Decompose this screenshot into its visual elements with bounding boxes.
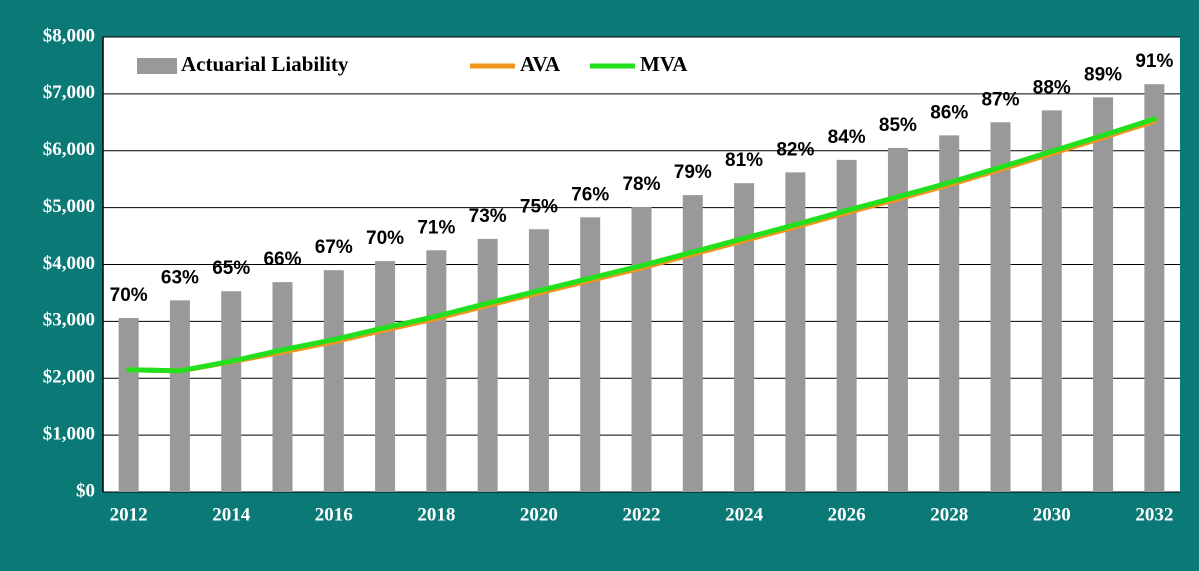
- data-label: 87%: [981, 89, 1019, 110]
- bar: [375, 261, 396, 492]
- y-tick-label: $6,000: [43, 139, 95, 160]
- x-tick-label: 2014: [212, 504, 251, 525]
- data-label: 73%: [469, 206, 507, 227]
- bar: [272, 282, 293, 492]
- legend-label: Actuarial Liability: [181, 52, 349, 76]
- data-label: 76%: [571, 184, 609, 205]
- data-label: 63%: [161, 267, 199, 288]
- y-tick-label: $8,000: [43, 25, 95, 46]
- x-tick-label: 2028: [930, 504, 968, 525]
- y-tick-label: $5,000: [43, 196, 95, 217]
- bar: [118, 317, 139, 492]
- bar: [1041, 110, 1062, 493]
- data-label: 79%: [674, 162, 712, 183]
- x-tick-label: 2016: [315, 504, 353, 525]
- x-tick-label: 2020: [520, 504, 558, 525]
- bar: [580, 217, 601, 492]
- data-label: 78%: [622, 174, 660, 195]
- bar: [836, 159, 857, 492]
- bar: [631, 207, 652, 492]
- data-label: 70%: [110, 285, 148, 306]
- data-label: 75%: [520, 196, 558, 217]
- y-tick-label: $3,000: [43, 310, 95, 331]
- data-label: 65%: [212, 258, 250, 279]
- data-label: 82%: [776, 139, 814, 160]
- bar: [785, 172, 806, 493]
- data-label: 67%: [315, 237, 353, 258]
- data-label: 70%: [366, 228, 404, 249]
- bar: [990, 122, 1011, 492]
- data-label: 66%: [263, 249, 301, 270]
- x-tick-label: 2024: [725, 504, 764, 525]
- data-label: 81%: [725, 150, 763, 171]
- bar: [426, 250, 447, 492]
- data-label: 85%: [879, 115, 917, 136]
- x-tick-label: 2022: [623, 504, 661, 525]
- y-tick-label: $1,000: [43, 423, 95, 444]
- y-tick-label: $0: [76, 480, 95, 501]
- bar: [323, 270, 344, 492]
- bar: [1093, 97, 1114, 492]
- data-label: 86%: [930, 102, 968, 123]
- bar: [682, 195, 703, 493]
- bar: [734, 183, 755, 492]
- y-tick-label: $4,000: [43, 253, 95, 274]
- x-tick-label: 2032: [1135, 504, 1173, 525]
- y-tick-label: $2,000: [43, 367, 95, 388]
- legend-label: AVA: [520, 52, 561, 76]
- legend-label: MVA: [640, 52, 688, 76]
- bar: [887, 147, 908, 492]
- data-label: 84%: [828, 127, 866, 148]
- bar: [528, 229, 549, 493]
- bar: [939, 135, 960, 493]
- data-label: 88%: [1033, 77, 1071, 98]
- y-tick-label: $7,000: [43, 82, 95, 103]
- bar: [221, 291, 242, 492]
- data-label: 71%: [417, 217, 455, 238]
- data-label: 89%: [1084, 64, 1122, 85]
- bar: [169, 300, 190, 492]
- legend-swatch: [137, 58, 177, 74]
- data-label: 91%: [1135, 51, 1173, 72]
- x-tick-label: 2012: [110, 504, 148, 525]
- x-tick-label: 2026: [828, 504, 866, 525]
- line: [126, 116, 1157, 374]
- x-tick-label: 2030: [1033, 504, 1071, 525]
- x-tick-label: 2018: [417, 504, 455, 525]
- bar: [477, 238, 498, 492]
- bar: [1144, 84, 1165, 493]
